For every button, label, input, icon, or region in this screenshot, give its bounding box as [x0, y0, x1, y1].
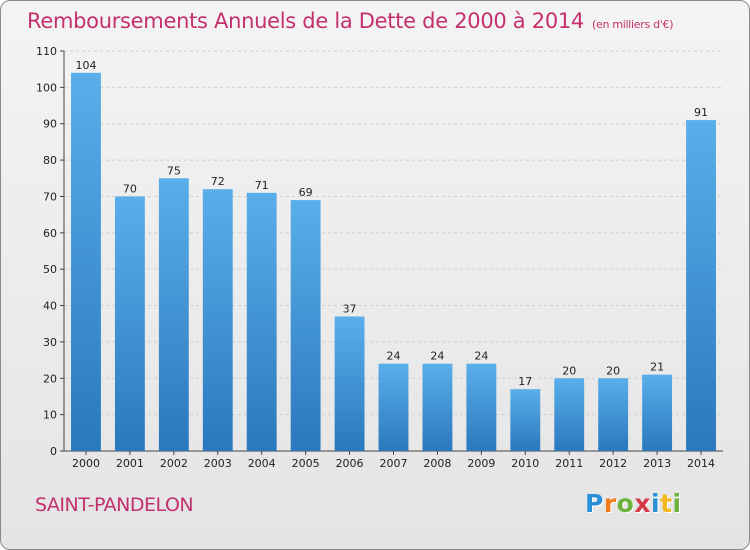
y-tick-label: 90: [43, 118, 57, 131]
chart-title: Remboursements Annuels de la Dette de 20…: [27, 9, 673, 33]
x-tick-label-2004: 2004: [248, 457, 276, 470]
bar-2003: [202, 189, 233, 451]
data-label-2003: 72: [211, 175, 225, 188]
logo-letter: o: [616, 489, 635, 518]
data-label-2006: 37: [343, 302, 357, 315]
logo-letter: i: [651, 489, 661, 518]
x-tick-label-2005: 2005: [292, 457, 320, 470]
bar-2014: [686, 120, 716, 451]
logo-letter: t: [660, 489, 673, 518]
bar-2010: [510, 389, 541, 451]
y-tick-label: 40: [43, 300, 57, 313]
x-tick-label-2001: 2001: [116, 457, 144, 470]
data-label-2011: 20: [562, 364, 576, 377]
logo-letter: P: [585, 489, 604, 518]
proxiti-logo: Proxiti: [585, 489, 682, 518]
bar-2001: [114, 196, 145, 451]
x-tick-label-2003: 2003: [204, 457, 232, 470]
data-label-2000: 104: [75, 59, 96, 72]
bar-2000: [71, 72, 101, 452]
x-tick-label-2002: 2002: [160, 457, 188, 470]
bar-2004: [246, 192, 277, 451]
data-label-2008: 24: [430, 350, 444, 363]
logo-letter: x: [634, 489, 651, 518]
x-tick-label-2014: 2014: [687, 457, 715, 470]
data-label-2005: 69: [299, 186, 313, 199]
y-tick-label: 60: [43, 227, 57, 240]
bar-2012: [598, 378, 629, 451]
bar-2006: [334, 316, 365, 451]
data-label-2007: 24: [387, 350, 401, 363]
data-label-2004: 71: [255, 179, 269, 192]
x-tick-label-2006: 2006: [336, 457, 364, 470]
unit-note: (en milliers d'€): [592, 18, 674, 31]
y-tick-label: 50: [43, 263, 57, 276]
y-tick-label: 0: [50, 445, 57, 458]
bar-2005: [290, 200, 321, 451]
bar-2002: [158, 178, 189, 452]
data-label-2009: 24: [474, 350, 488, 363]
data-label-2001: 70: [123, 182, 137, 195]
bar-2009: [466, 363, 497, 451]
bar-2007: [378, 363, 409, 451]
x-tick-label-2009: 2009: [467, 457, 495, 470]
data-label-2014: 91: [694, 106, 708, 119]
data-label-2010: 17: [518, 375, 532, 388]
x-tick-label-2008: 2008: [423, 457, 451, 470]
bars: [71, 72, 716, 452]
labels: 0 10 20 30 40 50 60 70 80 90 100 110 104 2000 70 2001 75…: [36, 45, 715, 470]
x-tick-label-2007: 2007: [380, 457, 408, 470]
y-tick-label: 30: [43, 336, 57, 349]
y-tick-label: 80: [43, 154, 57, 167]
x-tick-label-2000: 2000: [72, 457, 100, 470]
data-label-2012: 20: [606, 364, 620, 377]
y-tick-label: 110: [36, 45, 57, 58]
data-label-2013: 21: [650, 361, 664, 374]
bar-2008: [422, 363, 453, 451]
logo-letter: i: [672, 489, 682, 518]
x-tick-label-2011: 2011: [555, 457, 583, 470]
y-tick-label: 20: [43, 372, 57, 385]
y-tick-label: 10: [43, 409, 57, 422]
x-tick-label-2012: 2012: [599, 457, 627, 470]
x-tick-label-2010: 2010: [511, 457, 539, 470]
x-tick-label-2013: 2013: [643, 457, 671, 470]
bar-2013: [642, 374, 673, 451]
y-tick-label: 70: [43, 190, 57, 203]
data-label-2002: 75: [167, 164, 181, 177]
commune-name: SAINT-PANDELON: [35, 494, 194, 516]
y-tick-label: 100: [36, 81, 57, 94]
bar-2011: [554, 378, 585, 451]
title-text: Remboursements Annuels de la Dette de 20…: [27, 9, 584, 33]
logo-letter: r: [603, 489, 617, 518]
